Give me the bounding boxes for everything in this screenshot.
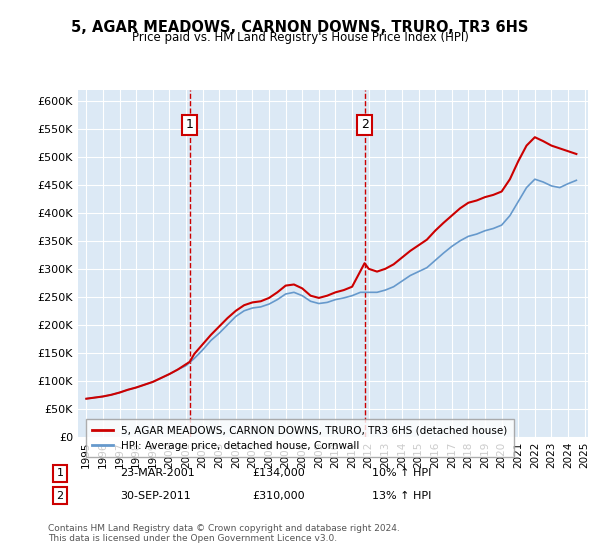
Text: £134,000: £134,000 xyxy=(252,468,305,478)
Text: £310,000: £310,000 xyxy=(252,491,305,501)
Text: 2: 2 xyxy=(361,118,368,132)
Text: Contains HM Land Registry data © Crown copyright and database right 2024.
This d: Contains HM Land Registry data © Crown c… xyxy=(48,524,400,543)
Text: 30-SEP-2011: 30-SEP-2011 xyxy=(120,491,191,501)
Text: 1: 1 xyxy=(56,468,64,478)
Text: Price paid vs. HM Land Registry's House Price Index (HPI): Price paid vs. HM Land Registry's House … xyxy=(131,31,469,44)
Text: 1: 1 xyxy=(186,118,194,132)
Text: 10% ↑ HPI: 10% ↑ HPI xyxy=(372,468,431,478)
Legend: 5, AGAR MEADOWS, CARNON DOWNS, TRURO, TR3 6HS (detached house), HPI: Average pri: 5, AGAR MEADOWS, CARNON DOWNS, TRURO, TR… xyxy=(86,419,514,457)
Text: 5, AGAR MEADOWS, CARNON DOWNS, TRURO, TR3 6HS: 5, AGAR MEADOWS, CARNON DOWNS, TRURO, TR… xyxy=(71,20,529,35)
Text: 23-MAR-2001: 23-MAR-2001 xyxy=(120,468,195,478)
Text: 13% ↑ HPI: 13% ↑ HPI xyxy=(372,491,431,501)
Text: 2: 2 xyxy=(56,491,64,501)
